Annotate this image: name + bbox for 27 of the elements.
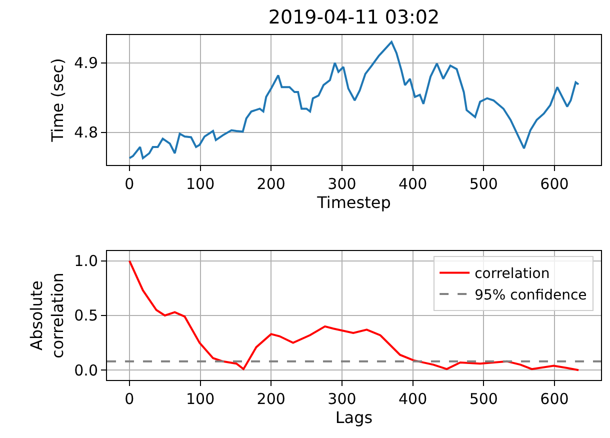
y-tick-label: 0.5 [74, 306, 98, 325]
x-tick-label: 0 [124, 175, 134, 194]
y-tick-label: 1.0 [74, 252, 98, 270]
x-tick-label: 100 [186, 175, 215, 194]
x-axis-title: Lags [335, 408, 373, 427]
y-tick-label: 4.8 [74, 124, 98, 142]
legend-label: correlation [474, 266, 550, 282]
x-tick-label: 500 [469, 175, 498, 194]
x-tick-label: 100 [186, 390, 215, 408]
x-tick-label: 200 [256, 390, 286, 408]
legend-label: 95% confidence [474, 287, 587, 304]
x-tick-label: 300 [328, 390, 356, 408]
x-tick-label: 500 [469, 390, 498, 408]
x-tick-label: 300 [328, 175, 356, 194]
x-tick-label: 600 [540, 390, 569, 408]
x-tick-label: 200 [256, 175, 286, 194]
x-tick-label: 0 [124, 390, 134, 408]
chart-title: 2019-04-11 03:02 [268, 6, 440, 29]
x-tick-label: 400 [398, 175, 428, 194]
x-axis-title: Timestep [316, 193, 391, 212]
y-axis-title: Absolute correlation [27, 272, 68, 358]
y-axis-title: Time (sec) [48, 58, 68, 143]
x-tick-label: 600 [540, 175, 569, 194]
y-tick-label: 4.9 [74, 54, 98, 72]
x-tick-label: 400 [398, 390, 428, 408]
line-series [128, 40, 580, 160]
y-tick-label: 0.0 [74, 361, 98, 380]
